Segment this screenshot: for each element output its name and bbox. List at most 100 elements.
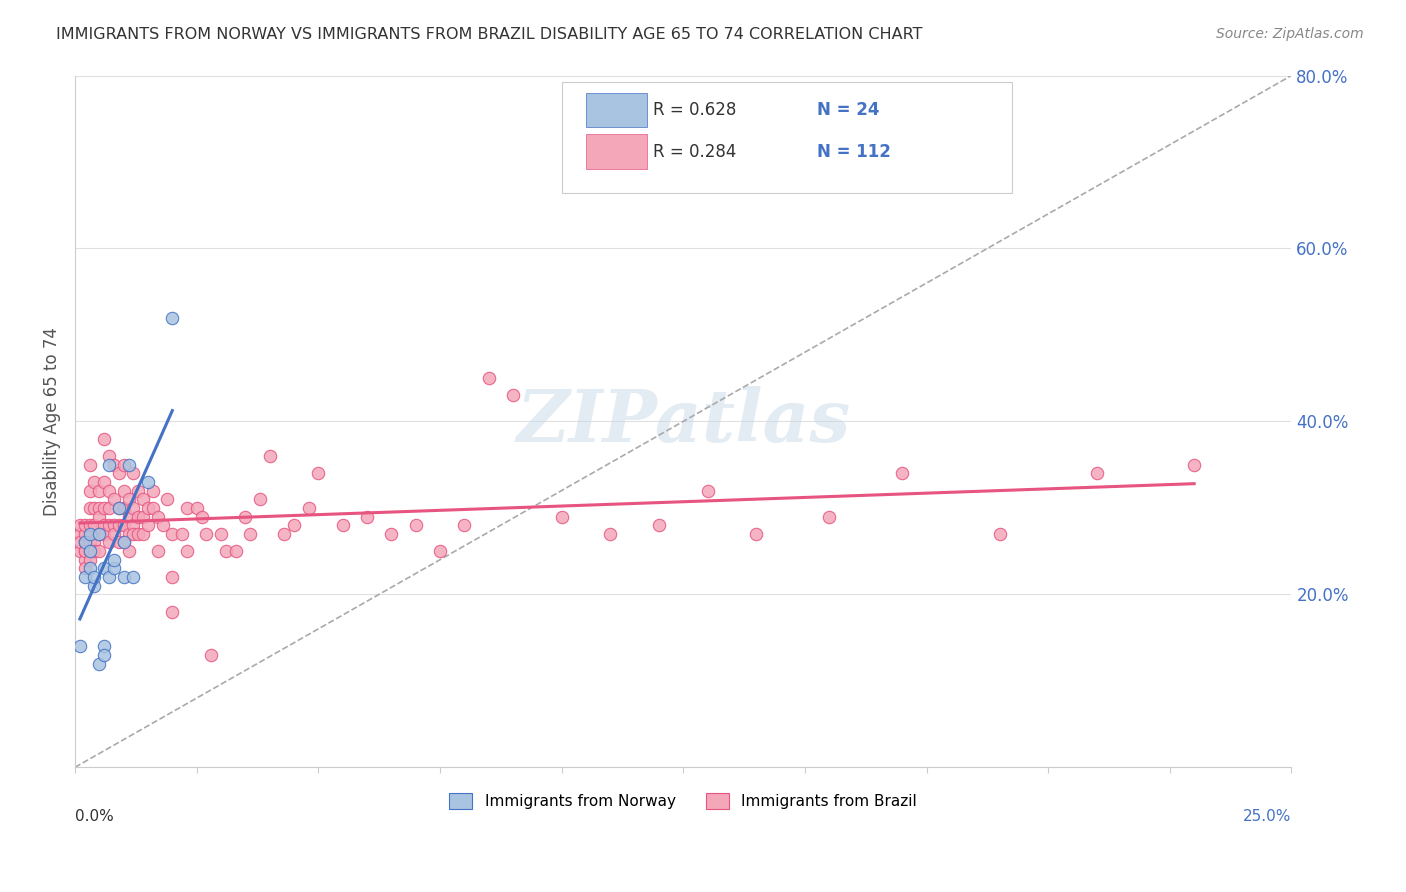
Point [249, 492, 271, 507]
Point [83, 535, 105, 549]
Point [200, 648, 222, 662]
Point [98, 483, 121, 498]
Point [73, 535, 96, 549]
Point [190, 509, 212, 524]
Point [891, 467, 914, 481]
Point [117, 458, 139, 472]
Point [1182, 458, 1205, 472]
Point [122, 467, 145, 481]
Point [93, 500, 115, 515]
Point [93, 648, 115, 662]
Text: N = 24: N = 24 [817, 101, 880, 120]
Point [73, 553, 96, 567]
Point [107, 467, 129, 481]
Point [73, 544, 96, 558]
Point [599, 526, 621, 541]
Point [162, 310, 184, 325]
Point [103, 553, 125, 567]
Point [69, 639, 91, 653]
Point [307, 467, 329, 481]
Point [73, 570, 96, 584]
Point [73, 535, 96, 549]
Point [103, 526, 125, 541]
Y-axis label: Disability Age 65 to 74: Disability Age 65 to 74 [44, 327, 60, 516]
Point [73, 518, 96, 533]
Point [89, 500, 111, 515]
Point [127, 509, 149, 524]
Point [142, 500, 165, 515]
Point [107, 500, 129, 515]
Text: IMMIGRANTS FROM NORWAY VS IMMIGRANTS FROM BRAZIL DISABILITY AGE 65 TO 74 CORRELA: IMMIGRANTS FROM NORWAY VS IMMIGRANTS FRO… [56, 27, 922, 42]
Point [502, 388, 524, 402]
Point [98, 535, 121, 549]
Point [195, 526, 218, 541]
Point [478, 371, 501, 385]
FancyBboxPatch shape [586, 135, 647, 169]
Point [79, 553, 101, 567]
Point [117, 526, 139, 541]
Point [93, 475, 115, 489]
Point [162, 570, 184, 584]
Point [405, 518, 427, 533]
Point [103, 458, 125, 472]
Point [176, 500, 198, 515]
Point [162, 605, 184, 619]
Point [117, 492, 139, 507]
Point [122, 570, 145, 584]
Point [136, 518, 159, 533]
Point [79, 544, 101, 558]
Point [98, 518, 121, 533]
Point [69, 544, 91, 558]
Point [112, 500, 135, 515]
Point [215, 544, 238, 558]
Point [127, 483, 149, 498]
Point [103, 492, 125, 507]
Point [332, 518, 354, 533]
Point [1085, 467, 1108, 481]
Point [79, 458, 101, 472]
Point [818, 509, 841, 524]
Point [283, 518, 305, 533]
Point [83, 500, 105, 515]
Point [132, 509, 155, 524]
Point [170, 526, 193, 541]
Text: 0.0%: 0.0% [75, 809, 114, 824]
Point [146, 509, 169, 524]
Point [79, 483, 101, 498]
Point [132, 492, 155, 507]
Point [156, 492, 179, 507]
Point [93, 526, 115, 541]
Point [186, 500, 208, 515]
Point [988, 526, 1011, 541]
Point [79, 500, 101, 515]
Point [107, 500, 129, 515]
Point [117, 509, 139, 524]
Point [136, 475, 159, 489]
Point [73, 561, 96, 575]
Point [83, 570, 105, 584]
Point [356, 509, 378, 524]
Point [259, 449, 281, 463]
Text: N = 112: N = 112 [817, 143, 891, 161]
Point [112, 458, 135, 472]
Point [112, 483, 135, 498]
Text: R = 0.628: R = 0.628 [652, 101, 737, 120]
Point [103, 561, 125, 575]
Point [107, 535, 129, 549]
Text: ZIPatlas: ZIPatlas [516, 386, 851, 457]
Point [142, 483, 165, 498]
Point [112, 570, 135, 584]
Point [79, 535, 101, 549]
Point [127, 526, 149, 541]
Point [453, 518, 475, 533]
Text: R = 0.284: R = 0.284 [652, 143, 737, 161]
Point [176, 544, 198, 558]
Point [83, 544, 105, 558]
FancyBboxPatch shape [586, 93, 647, 128]
Point [79, 544, 101, 558]
Point [98, 449, 121, 463]
Point [122, 526, 145, 541]
Point [98, 500, 121, 515]
Point [112, 535, 135, 549]
Legend: Immigrants from Norway, Immigrants from Brazil: Immigrants from Norway, Immigrants from … [443, 787, 924, 815]
